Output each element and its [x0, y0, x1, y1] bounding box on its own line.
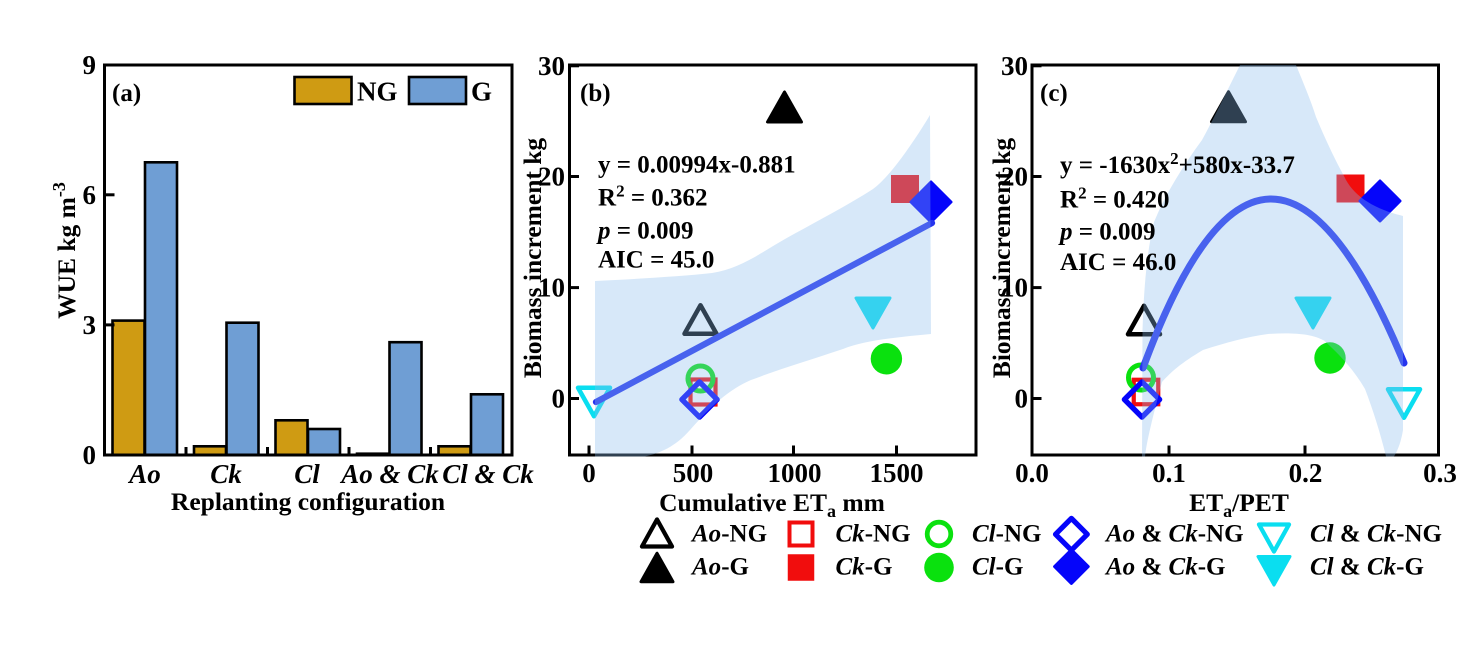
- svg-text:Biomass increment kg: Biomass increment kg: [518, 138, 547, 379]
- svg-text:Cl & Ck-NG: Cl & Ck-NG: [1310, 521, 1442, 548]
- svg-text:0.2: 0.2: [1289, 458, 1323, 488]
- svg-text:R2 = 0.420: R2 = 0.420: [1060, 183, 1170, 214]
- svg-text:(c): (c): [1040, 80, 1068, 107]
- svg-text:0: 0: [1015, 384, 1029, 414]
- svg-text:Cl & Ck: Cl & Ck: [442, 459, 534, 489]
- svg-text:0.0: 0.0: [1015, 458, 1049, 488]
- svg-text:0: 0: [552, 384, 566, 414]
- svg-text:Ck-G: Ck-G: [836, 554, 893, 581]
- svg-text:Cl: Cl: [294, 459, 320, 489]
- svg-text:Biomass increment kg: Biomass increment kg: [987, 138, 1016, 379]
- svg-text:Ao-G: Ao-G: [690, 554, 749, 581]
- svg-text:Replanting configuration: Replanting configuration: [171, 487, 445, 516]
- svg-text:AIC = 46.0: AIC = 46.0: [1060, 249, 1176, 276]
- svg-text:0: 0: [83, 440, 97, 470]
- svg-text:ETa/PET: ETa/PET: [1189, 488, 1289, 521]
- svg-text:NG: NG: [357, 77, 398, 107]
- svg-text:Ao & Ck-G: Ao & Ck-G: [1104, 554, 1225, 581]
- svg-text:Ck: Ck: [210, 459, 242, 489]
- svg-text:p = 0.009: p = 0.009: [1058, 219, 1156, 246]
- svg-text:0: 0: [582, 458, 596, 488]
- svg-text:0.3: 0.3: [1423, 458, 1457, 488]
- svg-text:10: 10: [538, 273, 565, 303]
- svg-text:500: 500: [673, 458, 714, 488]
- svg-text:9: 9: [83, 50, 97, 80]
- svg-text:G: G: [471, 77, 492, 107]
- svg-text:30: 30: [538, 51, 565, 81]
- svg-text:1500: 1500: [870, 458, 924, 488]
- svg-text:Ao: Ao: [127, 459, 161, 489]
- svg-text:20: 20: [1001, 162, 1028, 192]
- svg-text:Ao & Ck-NG: Ao & Ck-NG: [1104, 521, 1244, 548]
- svg-text:Cl-NG: Cl-NG: [972, 521, 1041, 548]
- svg-text:10: 10: [1001, 273, 1028, 303]
- svg-text:Cl-G: Cl-G: [972, 554, 1023, 581]
- svg-text:0.1: 0.1: [1152, 458, 1186, 488]
- svg-text:Cl & Ck-G: Cl & Ck-G: [1310, 554, 1424, 581]
- svg-text:WUE kg m-3: WUE kg m-3: [49, 182, 81, 319]
- svg-text:30: 30: [1001, 51, 1028, 81]
- svg-text:6: 6: [83, 180, 97, 210]
- svg-text:Ao-NG: Ao-NG: [690, 521, 767, 548]
- svg-text:3: 3: [83, 310, 97, 340]
- svg-text:(a): (a): [112, 80, 141, 107]
- svg-text:y = 0.00994x-0.881: y = 0.00994x-0.881: [598, 152, 796, 179]
- svg-text:Cumulative ETa mm: Cumulative ETa mm: [659, 488, 885, 521]
- svg-text:(b): (b): [580, 80, 611, 107]
- svg-text:Ck-NG: Ck-NG: [836, 521, 911, 548]
- svg-text:1000: 1000: [768, 458, 822, 488]
- svg-text:p = 0.009: p = 0.009: [596, 218, 694, 245]
- svg-text:AIC = 45.0: AIC = 45.0: [598, 247, 714, 274]
- svg-text:R2 = 0.362: R2 = 0.362: [598, 181, 708, 212]
- svg-text:Ao & Ck: Ao & Ck: [339, 459, 439, 489]
- svg-text:20: 20: [538, 162, 565, 192]
